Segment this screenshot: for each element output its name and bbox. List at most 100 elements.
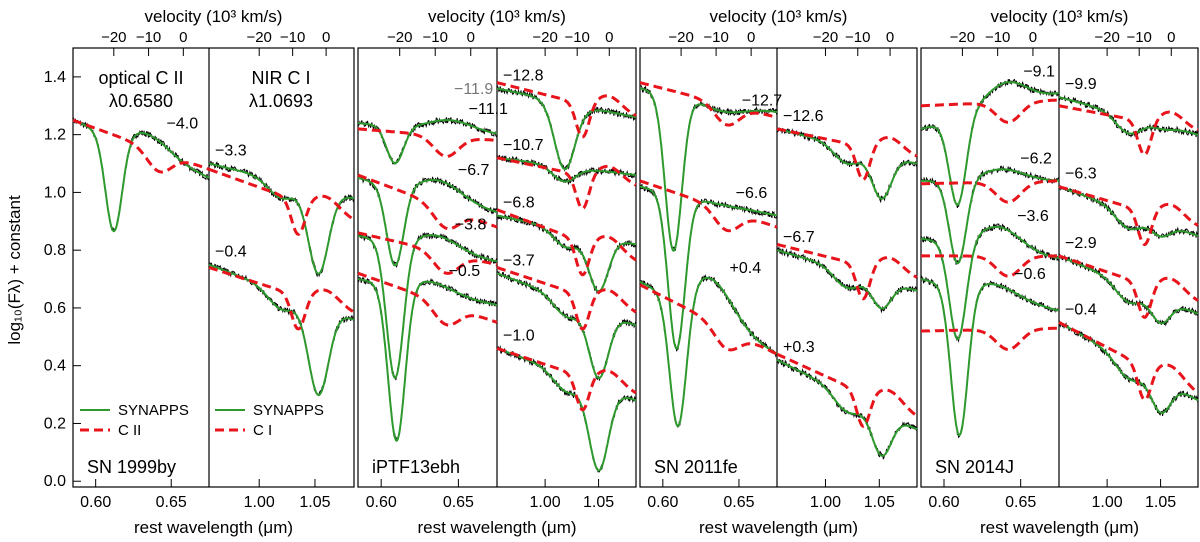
ion-component	[208, 167, 355, 236]
velocity-tick-label: 0	[1029, 29, 1037, 46]
observed-spectrum	[776, 359, 918, 460]
ion-component	[1058, 185, 1199, 246]
y-tick-label: 1.2	[44, 127, 66, 144]
legend-ion-label: C I	[253, 422, 272, 439]
phase-label: −6.2	[1020, 150, 1052, 167]
synapps-fit	[921, 168, 1059, 265]
phase-label: −0.4	[1065, 301, 1097, 318]
y-tick-label: 0.4	[44, 358, 66, 375]
panel-frame-0	[72, 47, 355, 488]
phase-label: −6.3	[1065, 166, 1097, 183]
x-tick-label: 0.65	[156, 494, 187, 511]
phase-label-gray: −11.9	[454, 81, 493, 98]
velocity-tick-label: −20	[532, 29, 557, 46]
ion-component	[639, 283, 778, 356]
ion-component	[357, 231, 498, 275]
velocity-axis-label: velocity (10³ km/s)	[145, 7, 283, 26]
velocity-tick-label: −20	[668, 29, 693, 46]
ion-component	[496, 266, 637, 331]
velocity-tick-label: −20	[813, 29, 838, 46]
synapps-fit	[496, 214, 637, 293]
ion-component	[776, 352, 918, 428]
synapps-fit	[357, 177, 498, 267]
synapps-fit	[776, 127, 918, 200]
wavelength-axis-label: rest wavelength (μm)	[980, 518, 1139, 537]
synapps-fit	[496, 347, 637, 472]
phase-label: −0.6	[1014, 266, 1046, 283]
x-tick-label: 1.00	[810, 494, 841, 511]
observed-spectrum	[496, 270, 637, 382]
subpanel-3-nir	[1058, 94, 1199, 416]
velocity-axis-label: velocity (10³ km/s)	[710, 7, 848, 26]
subpanel-2-optical	[639, 81, 778, 428]
velocity-tick-label: −10	[985, 29, 1010, 46]
ion-component	[496, 208, 637, 277]
wavelength-axis-label: rest wavelength (μm)	[699, 518, 858, 537]
x-tick-label: 0.60	[366, 494, 397, 511]
phase-label: −12.6	[783, 108, 824, 125]
velocity-tick-label: −10	[280, 29, 305, 46]
ion-component	[357, 173, 498, 231]
y-axis-label: log₁₀(Fλ) + constant	[5, 195, 24, 345]
ion-component	[1058, 104, 1199, 157]
synapps-fit	[357, 278, 498, 442]
x-tick-label: 1.00	[1092, 494, 1123, 511]
velocity-tick-label: −10	[136, 29, 161, 46]
phase-label: −9.1	[1023, 64, 1055, 81]
feature-label: λ0.6580	[109, 91, 173, 111]
velocity-tick-label: 0	[467, 29, 475, 46]
x-tick-label: 0.65	[723, 494, 754, 511]
phase-label: +0.3	[783, 339, 815, 356]
velocity-tick-label: −10	[1126, 29, 1151, 46]
subpanel-1-nir	[496, 81, 637, 473]
subpanel-3-optical	[920, 78, 1060, 439]
ion-component	[496, 156, 637, 211]
phase-label: −9.9	[1065, 76, 1097, 93]
synapps-fit	[776, 249, 918, 310]
velocity-tick-label: 0	[322, 29, 330, 46]
velocity-tick-label: −10	[845, 29, 870, 46]
y-tick-label: 0.6	[44, 300, 66, 317]
velocity-tick-label: 0	[886, 29, 894, 46]
synapps-fit	[208, 263, 355, 396]
synapps-fit	[497, 156, 637, 183]
x-tick-label: 0.60	[928, 494, 959, 511]
phase-label: −3.6	[1017, 208, 1049, 225]
phase-label: −6.8	[503, 195, 535, 212]
synapps-fit	[776, 359, 918, 457]
ion-component	[358, 127, 497, 158]
phase-label: −2.9	[1065, 235, 1097, 252]
velocity-tick-label: −10	[703, 29, 728, 46]
supernova-name: SN 2011fe	[654, 457, 738, 477]
synapps-fit	[357, 234, 498, 379]
velocity-axis-label: velocity (10³ km/s)	[991, 7, 1129, 26]
ion-component	[496, 81, 637, 139]
velocity-tick-label: −20	[1094, 29, 1119, 46]
ion-component	[72, 118, 210, 174]
ion-component	[921, 326, 1059, 351]
ion-component	[639, 179, 778, 233]
y-tick-label: 1.0	[44, 184, 66, 201]
observed-spectrum	[208, 262, 355, 397]
synapps-fit	[358, 119, 498, 165]
y-tick-label: 1.4	[44, 69, 66, 86]
synapps-fit	[496, 272, 637, 379]
observed-spectrum	[1058, 253, 1199, 327]
ion-component	[1058, 254, 1199, 319]
velocity-tick-label: −20	[950, 29, 975, 46]
feature-label: NIR C I	[251, 68, 310, 88]
x-tick-label: 1.05	[299, 494, 330, 511]
velocity-tick-label: 0	[179, 29, 187, 46]
legend-ion-label: C II	[118, 422, 141, 439]
subpanel-0-optical	[72, 117, 210, 233]
x-tick-label: 1.05	[583, 494, 614, 511]
axes-layer	[72, 47, 1199, 488]
subpanel-1-optical	[357, 117, 498, 442]
x-tick-label: 1.00	[530, 494, 561, 511]
phase-label: −3.3	[215, 143, 247, 160]
phase-label: −6.7	[783, 229, 815, 246]
phase-label: −11.1	[469, 101, 508, 118]
wavelength-axis-label: rest wavelength (μm)	[417, 518, 576, 537]
ion-component	[920, 98, 1059, 124]
